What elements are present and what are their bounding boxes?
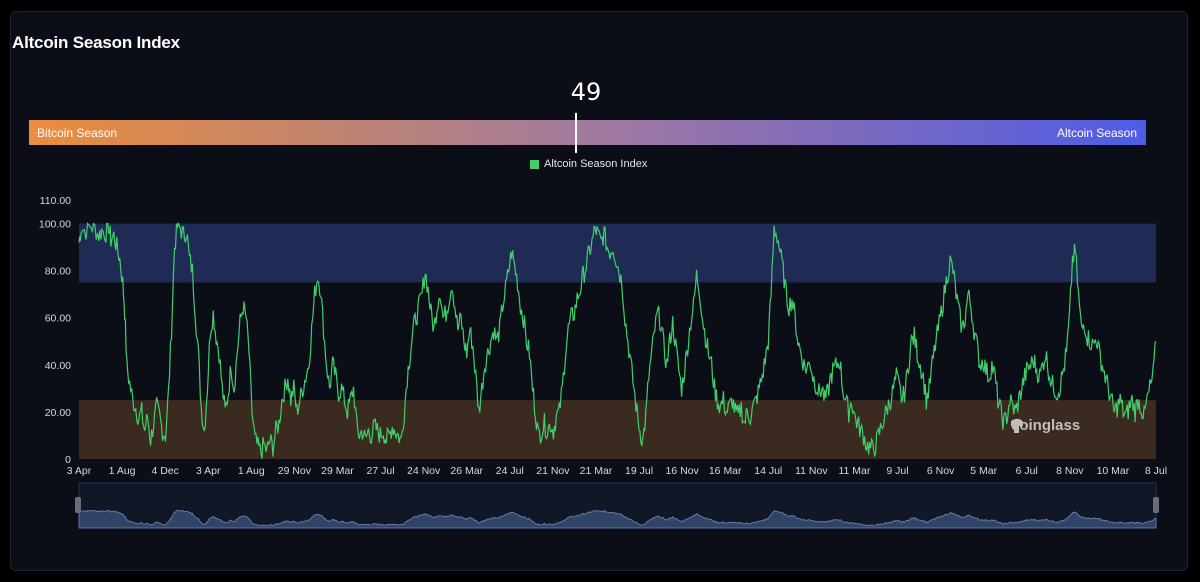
x-tick-label: 6 Nov <box>927 465 955 477</box>
series-line-altcoin-season-index <box>78 221 1157 459</box>
y-tick-label: 80.00 <box>45 266 71 278</box>
x-tick-label: 8 Nov <box>1056 465 1084 477</box>
coinglass-watermark: coinglass <box>1007 417 1080 434</box>
x-tick-label: 29 Nov <box>278 465 312 477</box>
x-tick-label: 1 Aug <box>109 465 136 477</box>
legend-swatch <box>530 159 539 169</box>
x-tick-label: 10 Mar <box>1097 465 1130 477</box>
x-tick-label: 3 Apr <box>67 465 92 477</box>
gauge-left-label: Bitcoin Season <box>37 126 118 140</box>
watermark-text: coinglass <box>1011 417 1081 434</box>
x-tick-label: 16 Mar <box>709 465 742 477</box>
y-tick-label: 0 <box>65 454 71 466</box>
x-tick-label: 5 Mar <box>970 465 997 477</box>
x-tick-label: 29 Mar <box>321 465 354 477</box>
x-tick-label: 8 Jul <box>1145 465 1167 477</box>
x-tick-label: 3 Apr <box>196 465 221 477</box>
x-tick-label: 9 Jul <box>886 465 908 477</box>
navigator-handle-right[interactable] <box>1153 497 1159 513</box>
legend-label: Altcoin Season Index <box>544 158 648 170</box>
x-tick-label: 21 Nov <box>536 465 570 477</box>
x-tick-label: 24 Nov <box>407 465 441 477</box>
x-tick-label: 14 Jul <box>754 465 782 477</box>
band-0 <box>79 223 1156 283</box>
navigator-area <box>78 509 1157 529</box>
x-tick-label: 11 Nov <box>795 465 828 477</box>
x-tick-label: 1 Aug <box>238 465 265 477</box>
gauge-right-label: Altcoin Season <box>1056 126 1137 140</box>
y-tick-label: 110.00 <box>40 195 71 207</box>
x-tick-label: 19 Jul <box>625 465 653 477</box>
page-title: Altcoin Season Index <box>12 33 180 52</box>
x-tick-label: 4 Dec <box>151 465 178 477</box>
chart-legend[interactable]: Altcoin Season Index <box>530 158 647 170</box>
y-tick-label: 60.00 <box>45 313 71 325</box>
x-tick-label: 16 Nov <box>665 465 699 477</box>
gauge-marker <box>575 113 578 153</box>
y-tick-label: 100.00 <box>39 219 71 231</box>
x-tick-label: 6 Jul <box>1016 465 1038 477</box>
chart-card <box>10 11 1188 571</box>
x-tick-label: 27 Jul <box>367 465 395 477</box>
x-tick-label: 11 Mar <box>838 465 870 477</box>
band-1 <box>79 400 1156 459</box>
x-tick-label: 21 Mar <box>580 465 613 477</box>
season-gauge-bar: Bitcoin Season Altcoin Season <box>29 113 1146 153</box>
x-tick-label: 24 Jul <box>496 465 524 477</box>
navigator-handle-left[interactable] <box>75 497 81 513</box>
y-tick-label: 40.00 <box>45 360 71 372</box>
gauge-value: 49 <box>570 78 602 106</box>
y-tick-label: 20.00 <box>45 407 71 419</box>
x-tick-label: 26 Mar <box>450 465 483 477</box>
